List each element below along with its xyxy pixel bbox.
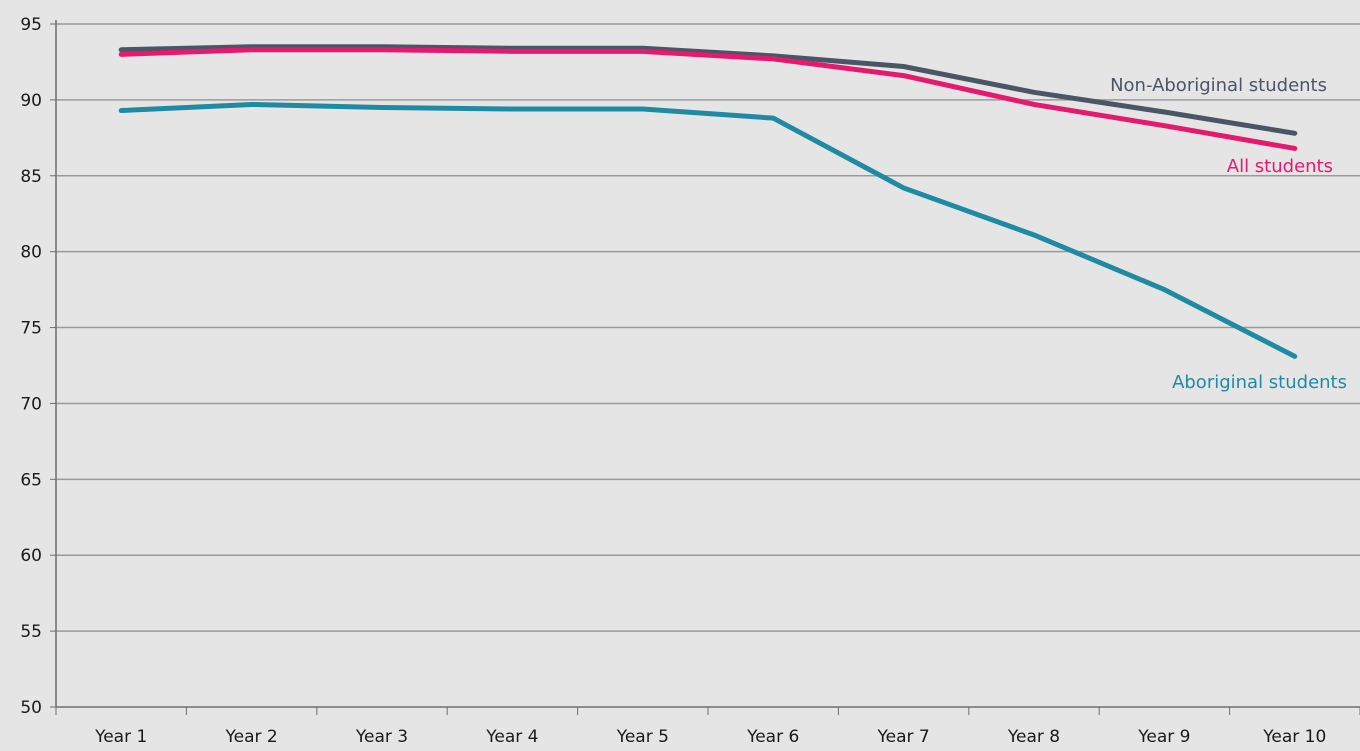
y-tick-label: 80 [20,243,42,263]
x-tick-label: Year 2 [224,727,277,747]
series-label-all-students: All students [1227,156,1333,177]
series-label-aboriginal-students: Aboriginal students [1172,372,1347,393]
y-tick-label: 70 [20,394,42,414]
series-label-non-aboriginal-students: Non-Aboriginal students [1110,75,1327,96]
y-tick-label: 60 [20,546,42,566]
x-tick-label: Year 8 [1007,727,1060,747]
x-tick-label: Year 6 [746,727,799,747]
axis-layer: 50 55 60 65 70 75 80 85 90 95 Year 1 Year 2 Year 3 Ye… [20,15,1360,747]
x-tick-label: Year 10 [1262,727,1326,747]
series-line-aboriginal-students [118,101,1298,359]
x-tick-label: Year 9 [1137,727,1190,747]
x-tick-label: Year 4 [485,727,538,747]
y-tick-label: 50 [20,698,42,718]
y-tick-label: 75 [20,319,42,339]
x-tick-label: Year 5 [616,727,669,747]
y-tick-label: 95 [20,15,42,35]
series-layer [118,44,1298,359]
x-tick-label: Year 1 [94,727,147,747]
y-tick-label: 55 [20,622,42,642]
series-label-layer: Non-Aboriginal students All students Abori… [1110,75,1347,393]
series-line-non-aboriginal-students [118,44,1298,136]
grid-layer [56,23,1360,632]
x-tick-label: Year 3 [355,727,408,747]
y-tick-label: 85 [20,167,42,187]
series-line-all-students [118,47,1298,151]
y-tick-label: 90 [20,91,42,111]
y-tick-label: 65 [20,470,42,490]
x-tick-label: Year 7 [876,727,929,747]
